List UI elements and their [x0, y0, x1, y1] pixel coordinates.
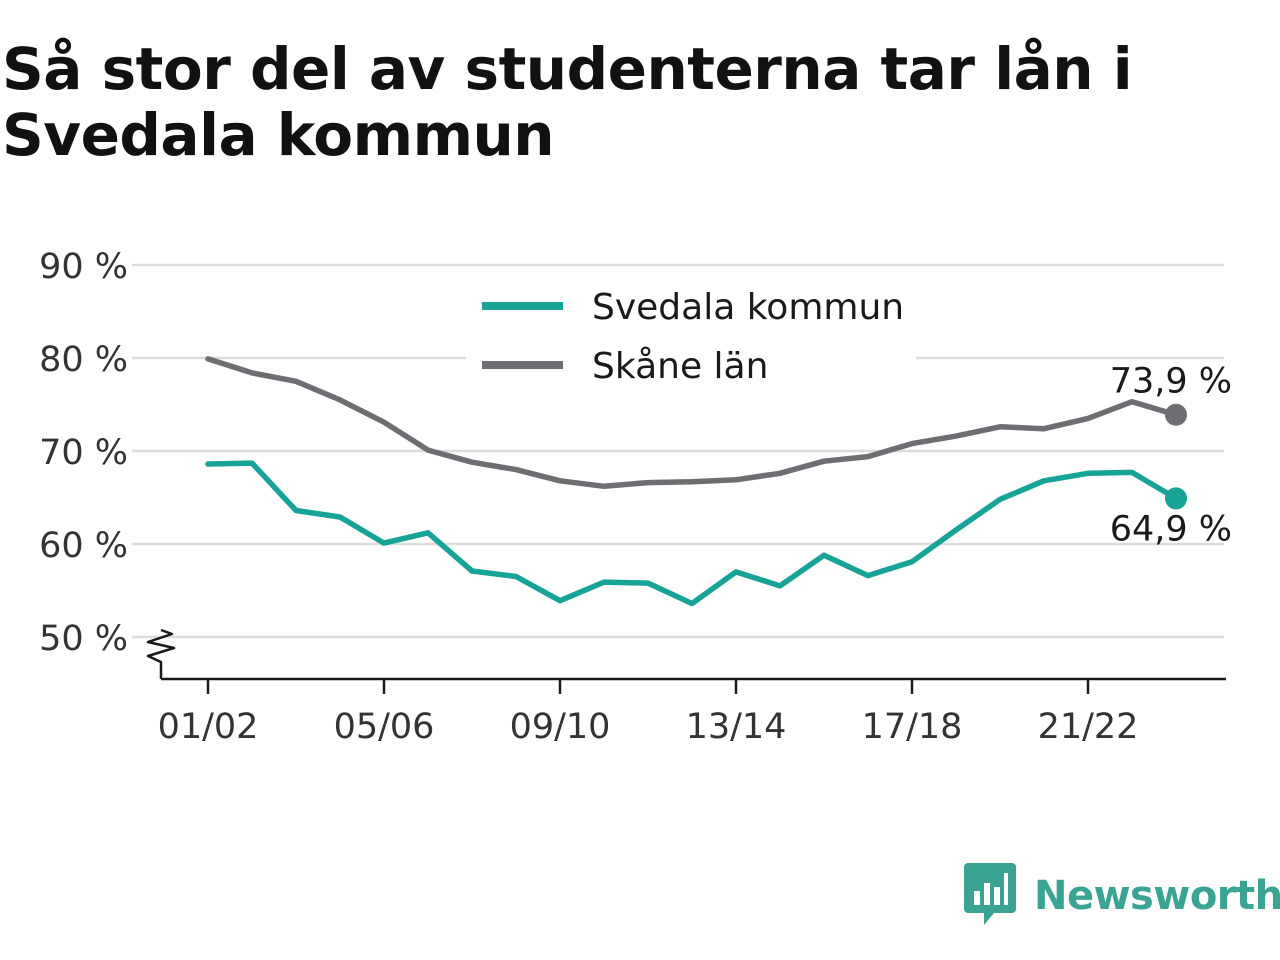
end-label-svedala: 64,9 % — [1110, 509, 1232, 549]
newsworthy-chat-bars-icon — [964, 863, 1016, 929]
newsworthy-logo: Newsworthy — [964, 863, 1280, 929]
legend-label-skane: Skåne län — [592, 346, 768, 387]
chart-title: Så stor del av studenterna tar lån i Sve… — [2, 35, 1133, 169]
x-tick-label: 01/02 — [158, 707, 259, 747]
end-label-skane: 73,9 % — [1110, 362, 1232, 402]
end-point-svedala — [1165, 487, 1187, 510]
x-axis — [146, 628, 1226, 681]
series-lines — [205, 356, 1179, 607]
x-tick-label: 13/14 — [686, 707, 787, 747]
x-tick-label: 09/10 — [510, 707, 611, 747]
legend-label-svedala: Svedala kommun — [592, 287, 904, 328]
x-tick-labels: 01/02 05/06 09/10 13/14 17/18 21/22 — [158, 679, 1139, 747]
y-tick-label: 80 % — [39, 340, 128, 380]
brand-name: Newsworthy — [1034, 873, 1280, 919]
y-tick-label: 50 % — [39, 619, 128, 659]
y-tick-label: 90 % — [39, 247, 128, 287]
x-tick-label: 05/06 — [334, 707, 435, 747]
x-tick-label: 17/18 — [862, 707, 963, 747]
series-line-svedala — [205, 460, 1179, 607]
y-axis-break-icon — [146, 628, 176, 679]
series-line-skane — [205, 356, 1179, 490]
gridlines — [132, 263, 1224, 639]
line-chart: 50 % 60 % 70 % 80 % 90 % 01/02 05/06 09/10 13/1… — [39, 247, 1232, 747]
y-tick-label: 60 % — [39, 526, 128, 566]
legend: Svedala kommun Skåne län — [466, 280, 916, 390]
end-labels: 64,9 % 73,9 % — [1110, 362, 1232, 550]
legend-background — [466, 280, 916, 390]
x-tick-label: 21/22 — [1038, 707, 1139, 747]
y-tick-label: 70 % — [39, 433, 128, 473]
y-tick-labels: 50 % 60 % 70 % 80 % 90 % — [39, 247, 128, 659]
end-point-skane — [1165, 403, 1187, 426]
